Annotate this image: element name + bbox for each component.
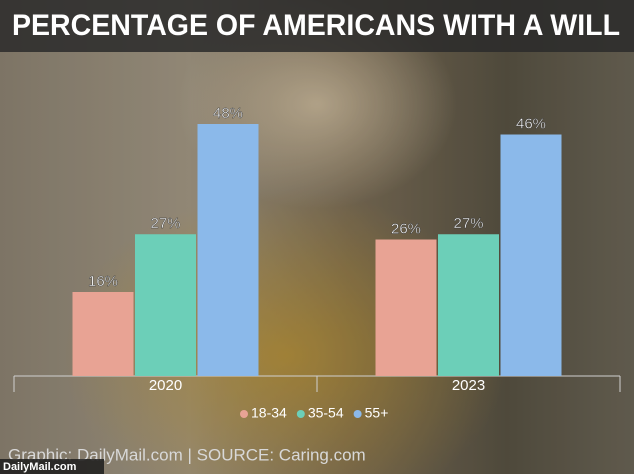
- legend-label: 18-34: [251, 405, 287, 421]
- value-label: 26%: [391, 220, 421, 237]
- value-label: 48%: [213, 105, 243, 122]
- x-tick-label: 2020: [149, 377, 182, 394]
- watermark-bg: [0, 459, 104, 474]
- chart-title: PERCENTAGE OF AMERICANS WITH A WILL: [12, 9, 620, 42]
- legend-label: 35-54: [308, 405, 344, 421]
- title-bar: [0, 0, 634, 52]
- legend-marker: [353, 410, 362, 418]
- value-label: 16%: [88, 273, 118, 290]
- value-label: 27%: [150, 215, 180, 232]
- value-label: 46%: [516, 115, 546, 132]
- bar: [438, 234, 499, 376]
- x-tick-label: 2023: [452, 377, 485, 394]
- legend-marker: [240, 410, 248, 418]
- bar: [197, 124, 259, 376]
- bar: [500, 134, 562, 376]
- watermark: DailyMail.com: [3, 461, 77, 473]
- value-label: 27%: [453, 215, 483, 232]
- bar: [375, 239, 437, 376]
- bar: [135, 234, 196, 376]
- bar: [72, 292, 134, 376]
- legend-label: 55+: [365, 405, 389, 421]
- legend-marker: [296, 410, 305, 418]
